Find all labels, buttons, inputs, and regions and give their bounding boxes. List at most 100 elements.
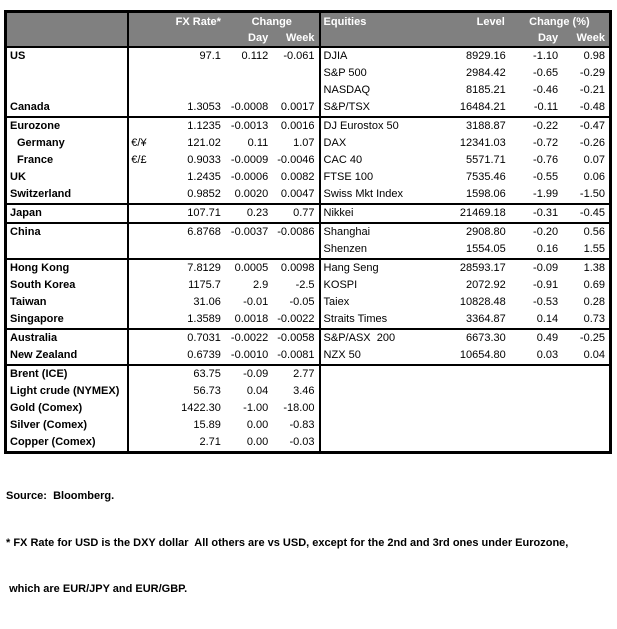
equity-day-change: -0.55 [533, 171, 559, 183]
fx-week-change: 0.77 [272, 204, 321, 224]
equity-week-change: 0.28 [583, 296, 605, 308]
fx-pair-symbol: €/¥ [131, 137, 147, 149]
fx-week-change: -2.5 [272, 277, 321, 294]
equity-day-change: -0.91 [533, 279, 559, 291]
fx-week-change: 0.0016 [272, 117, 321, 135]
equity-index-label: S&P/TSX [319, 99, 438, 118]
equity-level-value: 7535.46 [466, 171, 506, 183]
fx-rate-value: 63.75 [193, 368, 221, 380]
fx-pair-symbol [128, 434, 158, 453]
fx-week-change: -0.83 [272, 417, 321, 434]
equity-day-change: 0.03 [509, 347, 563, 366]
equity-level-value: 10828.48 [459, 296, 506, 308]
fx-rate-value: 2.71 [199, 436, 221, 448]
market-row: Germany €/¥ 121.02 0.11 1.07 DAX 12341.03 -0.72… [5, 135, 611, 152]
market-row: UK 1.2435 -0.0006 0.0082 FTSE 100 7535.46 -0.5… [5, 169, 611, 186]
equity-level-value: 28593.17 [459, 262, 506, 274]
market-row: New Zealand 0.6739 -0.0010 -0.0081 NZX 50 106… [5, 347, 611, 366]
fx-day-change: 0.0005 [234, 262, 269, 274]
fx-country-label: Gold (Comex) [5, 400, 130, 417]
equity-day-change [510, 400, 562, 417]
fx-rate-value: 1.2435 [187, 171, 221, 183]
fx-pair-symbol [128, 82, 158, 99]
equity-level-value: 1554.05 [437, 241, 510, 260]
equity-day-change: -1.10 [533, 50, 559, 62]
equity-level-value: 2984.42 [466, 67, 506, 79]
fx-rate-value: 1.3053 [158, 99, 225, 118]
equity-week-change: -0.29 [579, 67, 605, 79]
market-row: S&P 500 2984.42 -0.65 -0.29 [5, 65, 611, 82]
fx-pair-symbol [128, 277, 158, 294]
fx-region-header [5, 11, 130, 47]
fx-week-change: 0.0098 [272, 259, 321, 277]
fx-rate-value: 0.7031 [187, 332, 221, 344]
fx-pair-symbol [128, 186, 159, 205]
fx-country-label: Australia [5, 329, 130, 347]
fx-country-label [5, 241, 130, 260]
equity-index-label: NZX 50 [319, 347, 438, 366]
equity-level-value: 10654.80 [437, 347, 510, 366]
fx-day-change: 2.9 [252, 279, 269, 291]
fx-week-change: 0.0047 [272, 186, 321, 205]
equity-day-change: -0.53 [533, 296, 559, 308]
market-row: Shenzen 1554.05 0.16 1.55 [5, 241, 611, 260]
fx-rate-header: FX Rate* [128, 11, 225, 47]
level-header: Level [437, 11, 510, 47]
fx-day-change: 0.0018 [224, 311, 273, 330]
equity-week-change: -0.45 [562, 204, 611, 224]
equity-level-value: 1598.06 [437, 186, 510, 205]
fx-pair-symbol [128, 311, 159, 330]
fx-pair-symbol [128, 204, 159, 224]
fx-country-label: Eurozone [5, 117, 130, 135]
footnote-line-2: which are EUR/JPY and EUR/GBP. [6, 583, 188, 595]
fx-week-change: -0.0046 [272, 152, 321, 169]
equity-week-change: 0.07 [583, 154, 605, 166]
fx-day-change: -0.0013 [230, 120, 269, 132]
fx-day-change: -1.00 [243, 402, 269, 414]
equity-day-change: -0.31 [509, 204, 563, 224]
equity-week-change: -0.25 [579, 332, 605, 344]
fx-day-change: -0.0009 [230, 154, 269, 166]
equity-index-label: S&P/ASX 200 [323, 332, 396, 344]
equity-level-value: 2908.80 [466, 226, 506, 238]
equity-index-label: Swiss Mkt Index [319, 186, 438, 205]
fx-pair-symbol [128, 241, 159, 260]
equity-level-value: 6673.30 [466, 332, 506, 344]
fx-day-change: 0.00 [246, 419, 269, 431]
equity-week-change: 0.69 [583, 279, 605, 291]
equity-level-value [437, 400, 509, 417]
fx-day-change: 0.11 [247, 137, 269, 149]
table-body: US 97.1 0.112 -0.061 DJIA 8929.16 -1.10 0.98 S&P… [5, 47, 611, 453]
fx-day-change: -0.09 [243, 368, 269, 380]
equity-week-change: -0.47 [579, 120, 605, 132]
fx-pair-symbol [128, 417, 158, 434]
fx-week-change: -0.061 [272, 47, 321, 65]
equity-week-change: 0.73 [562, 311, 611, 330]
fx-pair-symbol [128, 259, 158, 277]
header-row-1: FX Rate* Change Equities Level Change (%… [5, 11, 611, 47]
fx-country-label: China [5, 223, 130, 241]
equity-index-label: Shenzen [319, 241, 438, 260]
fx-week-change [272, 65, 321, 82]
equity-level-value: 3188.87 [466, 120, 506, 132]
equity-index-label: S&P 500 [323, 67, 367, 79]
market-row: Australia 0.7031 -0.0022 -0.0058 S&P/ASX 200… [5, 329, 611, 347]
equity-week-change: 0.06 [583, 171, 605, 183]
equity-index-label: DJIA [323, 50, 348, 62]
fx-week-change: -0.0081 [272, 347, 321, 366]
fx-change-header: Change [224, 11, 321, 30]
fx-country-label: Singapore [5, 311, 130, 330]
market-row: Switzerland 0.9852 0.0020 0.0047 Swiss Mkt I… [5, 186, 611, 205]
equity-week-change: -0.21 [579, 84, 605, 96]
equity-level-value: 3364.87 [437, 311, 510, 330]
source-note: Source: Bloomberg. [6, 490, 115, 502]
fx-country-label: Canada [5, 99, 130, 118]
equity-index-label: KOSPI [323, 279, 358, 291]
equity-day-change: 0.16 [509, 241, 563, 260]
fx-rate-value: 1.3589 [158, 311, 225, 330]
fx-rate-value: 107.71 [158, 204, 225, 224]
equity-level-value: 21469.18 [437, 204, 510, 224]
fx-pair-symbol [128, 400, 158, 417]
fx-day-change: 0.00 [246, 436, 269, 448]
